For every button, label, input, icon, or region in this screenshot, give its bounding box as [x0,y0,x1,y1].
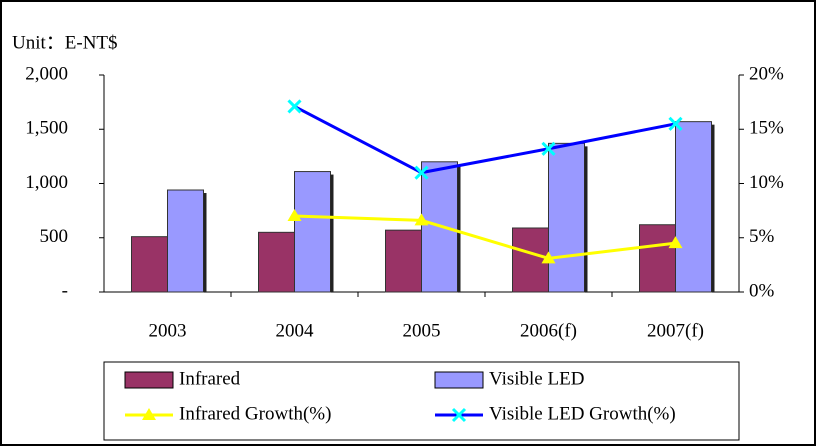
y-tick-label: 1,000 [25,172,68,193]
bar [131,236,168,293]
y2-tick-label: 10% [749,172,784,193]
bar [512,227,549,293]
line-marker [541,141,556,156]
bar [675,121,712,293]
y-tick-label: 2,000 [25,63,68,84]
bar-shade [330,174,334,292]
x-tick-label: 2007(f) [647,320,704,341]
line [294,214,676,260]
y2-tick-label: 0% [749,280,775,301]
legend-label: Visible LED [489,368,584,389]
y-tick-label: - [62,280,68,301]
line-marker [541,251,556,264]
line-marker [414,213,429,226]
line-marker [414,165,429,180]
bar [548,142,585,293]
legend-swatch [434,371,484,389]
legend-label: Visible LED Growth(%) [489,403,676,424]
x-tick-label: 2005 [403,320,441,341]
legend-label: Infrared Growth(%) [179,403,331,424]
y2-tick-label: 15% [749,118,784,139]
legend-label: Infrared [179,368,241,389]
bar [294,171,331,293]
x-tick-label: 2006(f) [520,320,577,341]
bar-shade [457,164,461,292]
line [293,105,676,175]
legend-marker [451,407,467,423]
line-marker [668,236,683,249]
bar-shade [203,193,207,292]
bar [639,224,676,293]
x-tick-label: 2004 [276,320,315,341]
legend-swatch [124,371,174,389]
bar [258,231,295,293]
line-marker [287,209,302,222]
legend-marker [142,408,156,420]
bar-shade [711,124,715,292]
line-marker [668,116,683,131]
y-tick-label: 500 [40,226,69,247]
bar [385,229,422,293]
x-tick-label: 2003 [149,320,187,341]
y-tick-label: 1,500 [25,118,68,139]
legend-box [103,361,740,441]
y2-tick-label: 20% [749,63,784,84]
bar [167,189,204,293]
y2-tick-label: 5% [749,226,775,247]
line-marker [287,99,302,114]
unit-label: Unit：E-NT$ [12,32,118,53]
bar-shade [584,146,588,292]
